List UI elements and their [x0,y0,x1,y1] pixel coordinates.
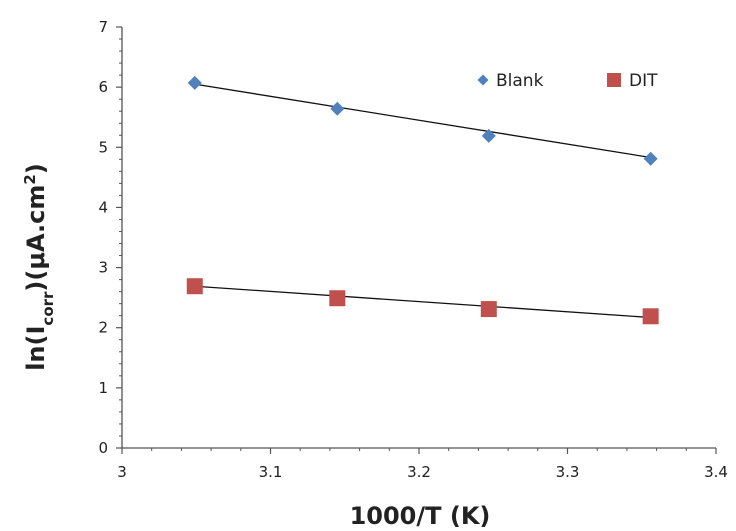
dit-data-point [642,308,659,325]
y-tick-label: 0 [98,439,108,457]
y-tick-label: 4 [98,198,108,216]
blank-trendline [194,83,651,159]
legend-marker-dit [607,73,621,87]
blank-data-point [187,75,202,90]
y-tick-label: 6 [98,78,108,96]
y-tick-label: 1 [98,379,108,397]
y-axis-title-middle: )(μA.cm [22,185,50,292]
blank-data-point [330,101,345,116]
dit-data-point [480,301,497,318]
y-tick-label: 7 [98,18,108,36]
y-axis-title-superscript: 2 [21,174,39,184]
dit-data-point [186,278,203,295]
y-tick-label: 3 [98,259,108,277]
dit-data-point [329,290,346,307]
blank-data-point [643,151,658,166]
x-tick-label: 3.3 [556,463,580,481]
x-tick-label: 3 [117,463,127,481]
x-tick-label: 3.1 [259,463,283,481]
y-axis-title-suffix: ) [22,163,50,174]
x-axis-title: 1000/T (K) [350,502,491,530]
x-tick-label: 3.2 [407,463,431,481]
y-tick-label: 5 [98,138,108,156]
y-axis-title-prefix: ln(I [22,326,50,371]
y-tick-label: 2 [98,319,108,337]
legend-label-blank: Blank [496,71,544,91]
blank-data-point [481,128,496,143]
dit-trendline [194,285,651,319]
legend-label-dit: DIT [629,71,658,91]
y-axis-title: ln(Icorr)(μA.cm2) [21,163,57,371]
x-tick-label: 3.4 [704,463,728,481]
legend-marker-blank [477,74,489,86]
y-axis-title-subscript: corr [39,291,57,326]
